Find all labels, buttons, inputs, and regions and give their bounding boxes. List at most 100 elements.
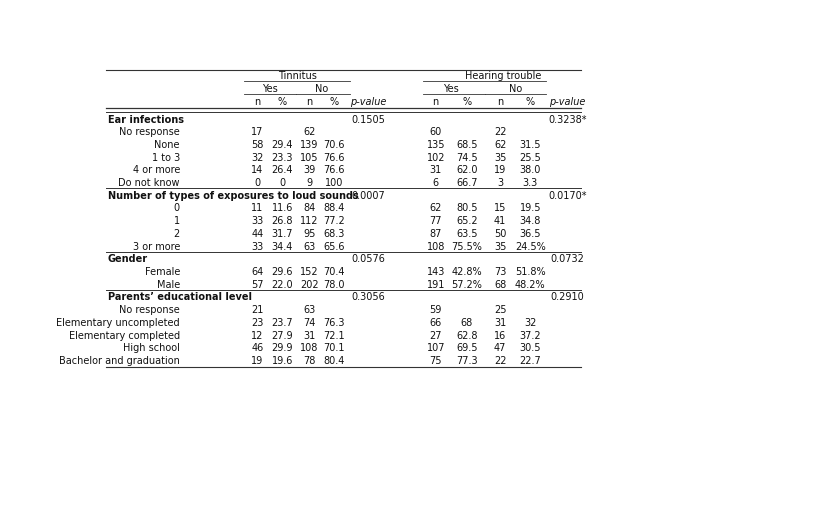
- Text: 3: 3: [496, 178, 503, 188]
- Text: 68: 68: [493, 280, 505, 290]
- Text: 6: 6: [432, 178, 438, 188]
- Text: 3 or more: 3 or more: [133, 242, 180, 252]
- Text: 4 or more: 4 or more: [133, 165, 180, 176]
- Text: 23: 23: [251, 318, 264, 328]
- Text: 77.2: 77.2: [323, 216, 345, 226]
- Text: 102: 102: [426, 152, 445, 163]
- Text: 39: 39: [303, 165, 315, 176]
- Text: 78: 78: [303, 356, 315, 366]
- Text: None: None: [154, 140, 180, 150]
- Text: 0: 0: [254, 178, 260, 188]
- Text: 1 to 3: 1 to 3: [152, 152, 180, 163]
- Text: 76.6: 76.6: [323, 152, 345, 163]
- Text: 66.7: 66.7: [455, 178, 477, 188]
- Text: 0.1505: 0.1505: [351, 114, 385, 125]
- Text: Hearing trouble: Hearing trouble: [464, 71, 541, 81]
- Text: 29.6: 29.6: [271, 267, 292, 277]
- Text: 34.8: 34.8: [519, 216, 541, 226]
- Text: 37.2: 37.2: [519, 331, 541, 340]
- Text: 19: 19: [493, 165, 505, 176]
- Text: 74: 74: [303, 318, 315, 328]
- Text: 62: 62: [493, 140, 505, 150]
- Text: Male: Male: [156, 280, 180, 290]
- Text: No: No: [314, 84, 328, 94]
- Text: No response: No response: [119, 127, 180, 138]
- Text: 22.0: 22.0: [271, 280, 292, 290]
- Text: 58: 58: [251, 140, 264, 150]
- Text: 72.1: 72.1: [323, 331, 345, 340]
- Text: 62: 62: [303, 127, 315, 138]
- Text: Gender: Gender: [108, 254, 148, 264]
- Text: n: n: [254, 97, 260, 107]
- Text: 107: 107: [426, 343, 445, 353]
- Text: 0.3056: 0.3056: [351, 293, 385, 302]
- Text: 35: 35: [493, 242, 505, 252]
- Text: 68.5: 68.5: [455, 140, 477, 150]
- Text: 66: 66: [429, 318, 441, 328]
- Text: 19: 19: [251, 356, 263, 366]
- Text: 100: 100: [324, 178, 343, 188]
- Text: 31.5: 31.5: [519, 140, 541, 150]
- Text: 74.5: 74.5: [455, 152, 477, 163]
- Text: 75.5%: 75.5%: [450, 242, 482, 252]
- Text: %: %: [462, 97, 471, 107]
- Text: 88.4: 88.4: [324, 203, 345, 214]
- Text: 143: 143: [426, 267, 445, 277]
- Text: 0.0007: 0.0007: [351, 191, 385, 201]
- Text: 87: 87: [429, 229, 441, 239]
- Text: 22.7: 22.7: [518, 356, 541, 366]
- Text: 152: 152: [300, 267, 319, 277]
- Text: Parents’ educational level: Parents’ educational level: [108, 293, 251, 302]
- Text: 0.0576: 0.0576: [351, 254, 385, 264]
- Text: 62.8: 62.8: [455, 331, 477, 340]
- Text: 15: 15: [493, 203, 505, 214]
- Text: 64: 64: [251, 267, 263, 277]
- Text: 21: 21: [251, 305, 264, 315]
- Text: 0.3238*: 0.3238*: [548, 114, 586, 125]
- Text: Do not know: Do not know: [119, 178, 180, 188]
- Text: 23.3: 23.3: [271, 152, 292, 163]
- Text: 31: 31: [429, 165, 441, 176]
- Text: 0.2910: 0.2910: [550, 293, 584, 302]
- Text: 50: 50: [493, 229, 505, 239]
- Text: Yes: Yes: [443, 84, 459, 94]
- Text: Bachelor and graduation: Bachelor and graduation: [59, 356, 180, 366]
- Text: 1: 1: [174, 216, 180, 226]
- Text: 0.0170*: 0.0170*: [548, 191, 586, 201]
- Text: 112: 112: [300, 216, 319, 226]
- Text: 62: 62: [429, 203, 441, 214]
- Text: %: %: [525, 97, 534, 107]
- Text: 75: 75: [429, 356, 441, 366]
- Text: 65.6: 65.6: [323, 242, 345, 252]
- Text: 14: 14: [251, 165, 263, 176]
- Text: 2: 2: [174, 229, 180, 239]
- Text: 135: 135: [426, 140, 445, 150]
- Text: 33: 33: [251, 242, 263, 252]
- Text: 31: 31: [303, 331, 315, 340]
- Text: Tinnitus: Tinnitus: [278, 71, 317, 81]
- Text: 65.2: 65.2: [455, 216, 477, 226]
- Text: 11: 11: [251, 203, 263, 214]
- Text: 70.1: 70.1: [323, 343, 345, 353]
- Text: 62.0: 62.0: [455, 165, 477, 176]
- Text: 42.8%: 42.8%: [451, 267, 482, 277]
- Text: 63: 63: [303, 305, 315, 315]
- Text: 32: 32: [523, 318, 536, 328]
- Text: 76.3: 76.3: [323, 318, 345, 328]
- Text: 77.3: 77.3: [455, 356, 477, 366]
- Text: 0: 0: [174, 203, 180, 214]
- Text: 25.5: 25.5: [518, 152, 541, 163]
- Text: 41: 41: [493, 216, 505, 226]
- Text: 68: 68: [460, 318, 473, 328]
- Text: p-value: p-value: [350, 97, 386, 107]
- Text: 77: 77: [429, 216, 441, 226]
- Text: 19.5: 19.5: [519, 203, 541, 214]
- Text: 27.9: 27.9: [271, 331, 292, 340]
- Text: 51.8%: 51.8%: [514, 267, 545, 277]
- Text: 27: 27: [429, 331, 441, 340]
- Text: 59: 59: [429, 305, 441, 315]
- Text: 34.4: 34.4: [271, 242, 292, 252]
- Text: 36.5: 36.5: [519, 229, 541, 239]
- Text: 12: 12: [251, 331, 264, 340]
- Text: No response: No response: [119, 305, 180, 315]
